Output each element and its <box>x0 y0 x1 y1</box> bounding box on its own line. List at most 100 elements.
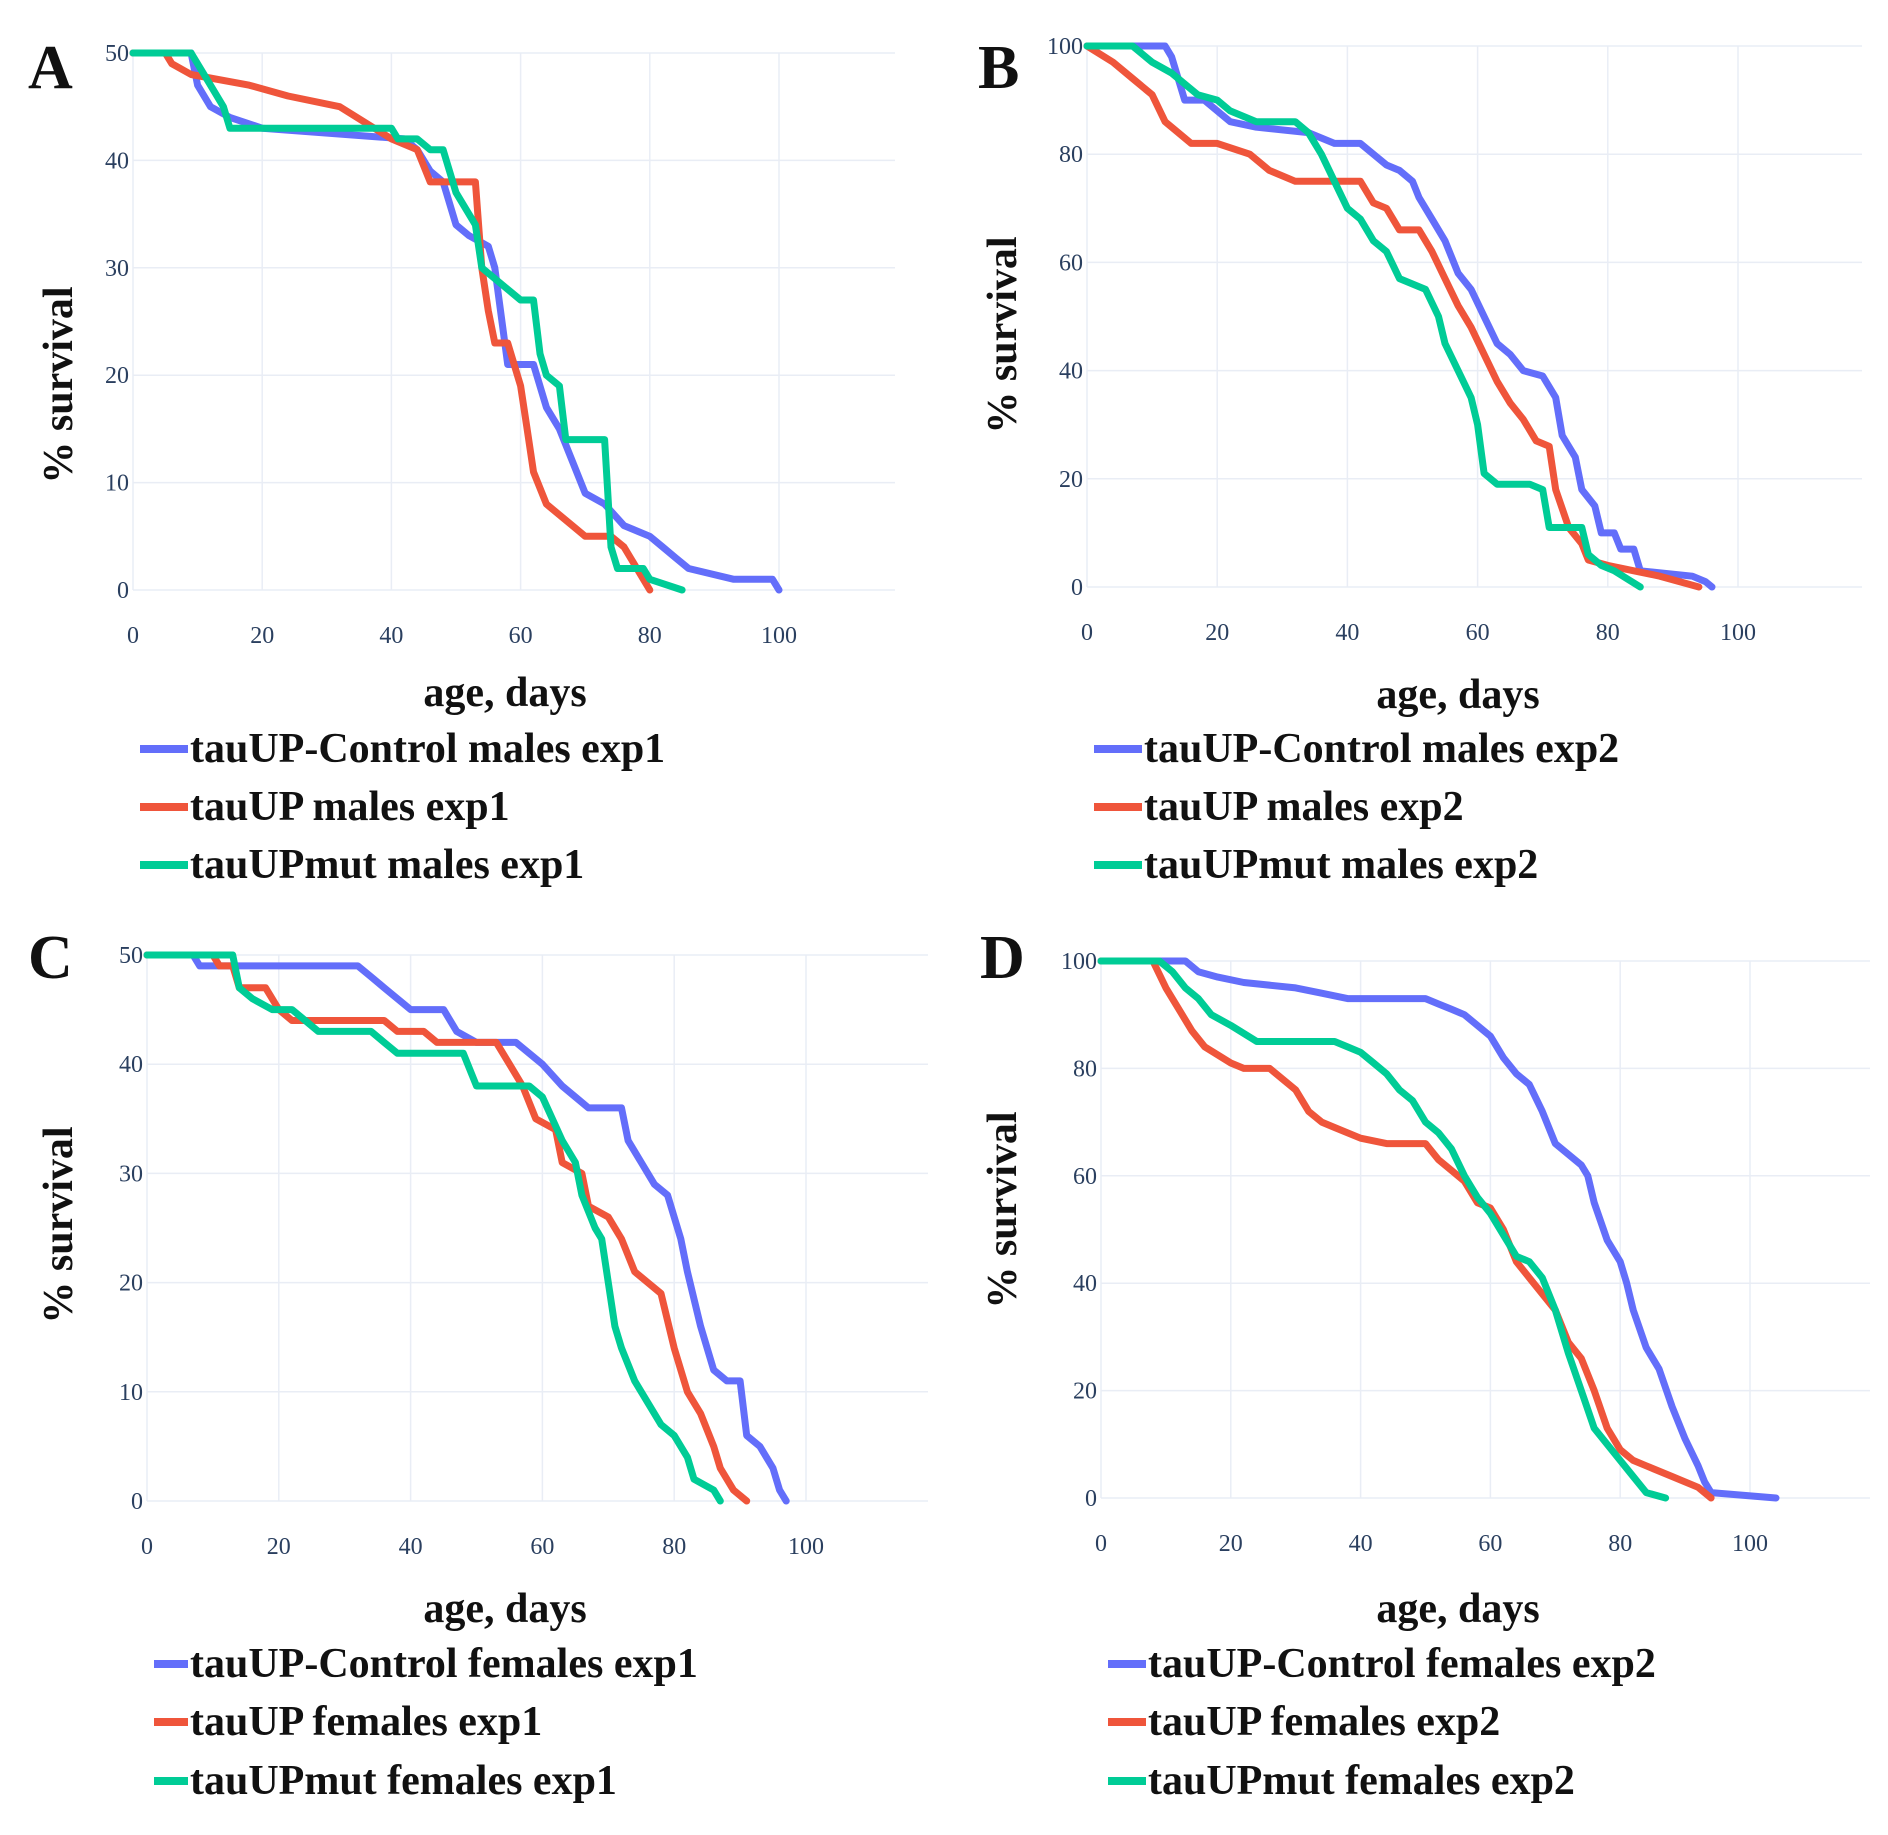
legend-label: tauUP-Control females exp2 <box>1148 1641 1656 1687</box>
chart-panel-d: 0 20 40 60 80 100 0 20 40 60 80 100 D % survival age, … <box>980 924 1870 1804</box>
legend-label: tauUP-Control females exp1 <box>190 1641 698 1687</box>
legend-label: tauUP males exp2 <box>1144 784 1464 830</box>
x-tick-label: 100 <box>788 1534 824 1560</box>
legend-label: tauUP-Control males exp1 <box>190 726 665 772</box>
y-tick-label: 0 <box>1085 1486 1097 1512</box>
y-tick-label: 40 <box>1073 1271 1097 1297</box>
panel-letter: D <box>980 924 1025 992</box>
x-tick-label: 20 <box>1219 1531 1243 1557</box>
legend-label: tauUP males exp1 <box>190 784 510 830</box>
panel-letter: C <box>28 924 73 992</box>
x-tick-label: 60 <box>509 623 533 649</box>
legend-item: tauUP males exp2 <box>1094 784 1464 830</box>
legend-item: tauUP males exp1 <box>140 784 510 830</box>
series-line <box>143 951 724 1505</box>
series-line <box>1083 42 1716 591</box>
legend-item: tauUP-Control females exp1 <box>154 1641 698 1687</box>
legend-label: tauUPmut females exp2 <box>1148 1758 1575 1804</box>
x-axis-label: age, days <box>1376 1586 1539 1632</box>
x-axis-label: age, days <box>1376 672 1539 718</box>
x-tick-label: 40 <box>379 623 403 649</box>
series-line <box>1097 957 1780 1502</box>
chart-panel-a: 0 20 40 60 80 100 0 10 20 30 40 50 A % survival age, d… <box>28 34 895 888</box>
series-line <box>1097 957 1670 1502</box>
x-tick-label: 80 <box>638 623 662 649</box>
x-tick-label: 60 <box>1478 1531 1502 1557</box>
x-tick-label: 40 <box>399 1534 423 1560</box>
x-tick-label: 80 <box>1608 1531 1632 1557</box>
y-tick-label: 100 <box>1047 34 1083 60</box>
x-tick-label: 0 <box>1095 1531 1107 1557</box>
legend-label: tauUP females exp1 <box>190 1699 542 1745</box>
series-line <box>1083 42 1703 591</box>
y-tick-label: 80 <box>1059 142 1083 168</box>
legend-item: tauUP females exp1 <box>154 1699 542 1745</box>
y-tick-label: 20 <box>1059 467 1083 493</box>
legend-label: tauUPmut males exp1 <box>190 842 584 888</box>
chart-panel-b: 0 20 40 60 80 100 0 20 40 60 80 100 B % survival age, … <box>978 34 1862 888</box>
y-tick-label: 20 <box>1073 1379 1097 1405</box>
x-tick-label: 60 <box>530 1534 554 1560</box>
x-tick-label: 100 <box>1720 620 1756 646</box>
y-tick-label: 10 <box>119 1380 143 1406</box>
x-tick-label: 0 <box>127 623 139 649</box>
legend-item: tauUP females exp2 <box>1108 1699 1500 1745</box>
y-tick-label: 20 <box>105 363 129 389</box>
y-axis-label: % survival <box>980 1111 1026 1308</box>
y-tick-label: 80 <box>1073 1056 1097 1082</box>
series-line <box>129 49 783 594</box>
x-axis-label: age, days <box>423 670 586 716</box>
x-tick-label: 40 <box>1335 620 1359 646</box>
y-tick-label: 100 <box>1061 949 1097 975</box>
y-axis-label: % survival <box>980 236 1026 433</box>
legend-item: tauUPmut females exp2 <box>1108 1758 1575 1804</box>
legend-label: tauUPmut males exp2 <box>1144 842 1538 888</box>
x-tick-label: 0 <box>1081 620 1093 646</box>
y-tick-label: 40 <box>119 1052 143 1078</box>
legend-item: tauUP-Control males exp2 <box>1094 726 1619 772</box>
series-line <box>143 951 790 1505</box>
y-tick-label: 30 <box>105 256 129 282</box>
x-tick-label: 20 <box>250 623 274 649</box>
y-axis-label: % survival <box>36 1126 82 1323</box>
legend-label: tauUP females exp2 <box>1148 1699 1500 1745</box>
y-axis-label: % survival <box>36 286 82 483</box>
y-tick-label: 50 <box>105 41 129 67</box>
x-tick-label: 20 <box>267 1534 291 1560</box>
legend-item: tauUPmut males exp2 <box>1094 842 1538 888</box>
legend-item: tauUP-Control males exp1 <box>140 726 665 772</box>
series-line <box>1083 42 1644 591</box>
series-line <box>129 49 686 594</box>
y-tick-label: 60 <box>1059 250 1083 276</box>
legend-label: tauUP-Control males exp2 <box>1144 726 1619 772</box>
x-tick-label: 60 <box>1466 620 1490 646</box>
series-line <box>143 951 751 1505</box>
y-tick-label: 0 <box>1071 575 1083 601</box>
y-tick-label: 40 <box>105 148 129 174</box>
y-tick-label: 0 <box>131 1489 143 1515</box>
y-tick-label: 60 <box>1073 1164 1097 1190</box>
y-tick-label: 30 <box>119 1161 143 1187</box>
legend-item: tauUPmut males exp1 <box>140 842 584 888</box>
series-line <box>1097 957 1715 1502</box>
x-tick-label: 80 <box>1596 620 1620 646</box>
chart-panel-c: 0 20 40 60 80 100 0 10 20 30 40 50 C % survival age, d… <box>28 924 928 1804</box>
x-axis-label: age, days <box>423 1586 586 1632</box>
y-tick-label: 0 <box>117 578 129 604</box>
series-line <box>129 49 654 594</box>
y-tick-label: 50 <box>119 943 143 969</box>
legend-label: tauUPmut females exp1 <box>190 1758 617 1804</box>
x-tick-label: 100 <box>1732 1531 1768 1557</box>
legend-item: tauUPmut females exp1 <box>154 1758 617 1804</box>
x-tick-label: 80 <box>662 1534 686 1560</box>
legend-item: tauUP-Control females exp2 <box>1108 1641 1656 1687</box>
panel-letter: B <box>978 34 1019 102</box>
x-tick-label: 20 <box>1205 620 1229 646</box>
panel-letter: A <box>28 34 73 102</box>
x-tick-label: 100 <box>761 623 797 649</box>
x-tick-label: 40 <box>1349 1531 1373 1557</box>
y-tick-label: 20 <box>119 1271 143 1297</box>
y-tick-label: 10 <box>105 471 129 497</box>
x-tick-label: 0 <box>141 1534 153 1560</box>
